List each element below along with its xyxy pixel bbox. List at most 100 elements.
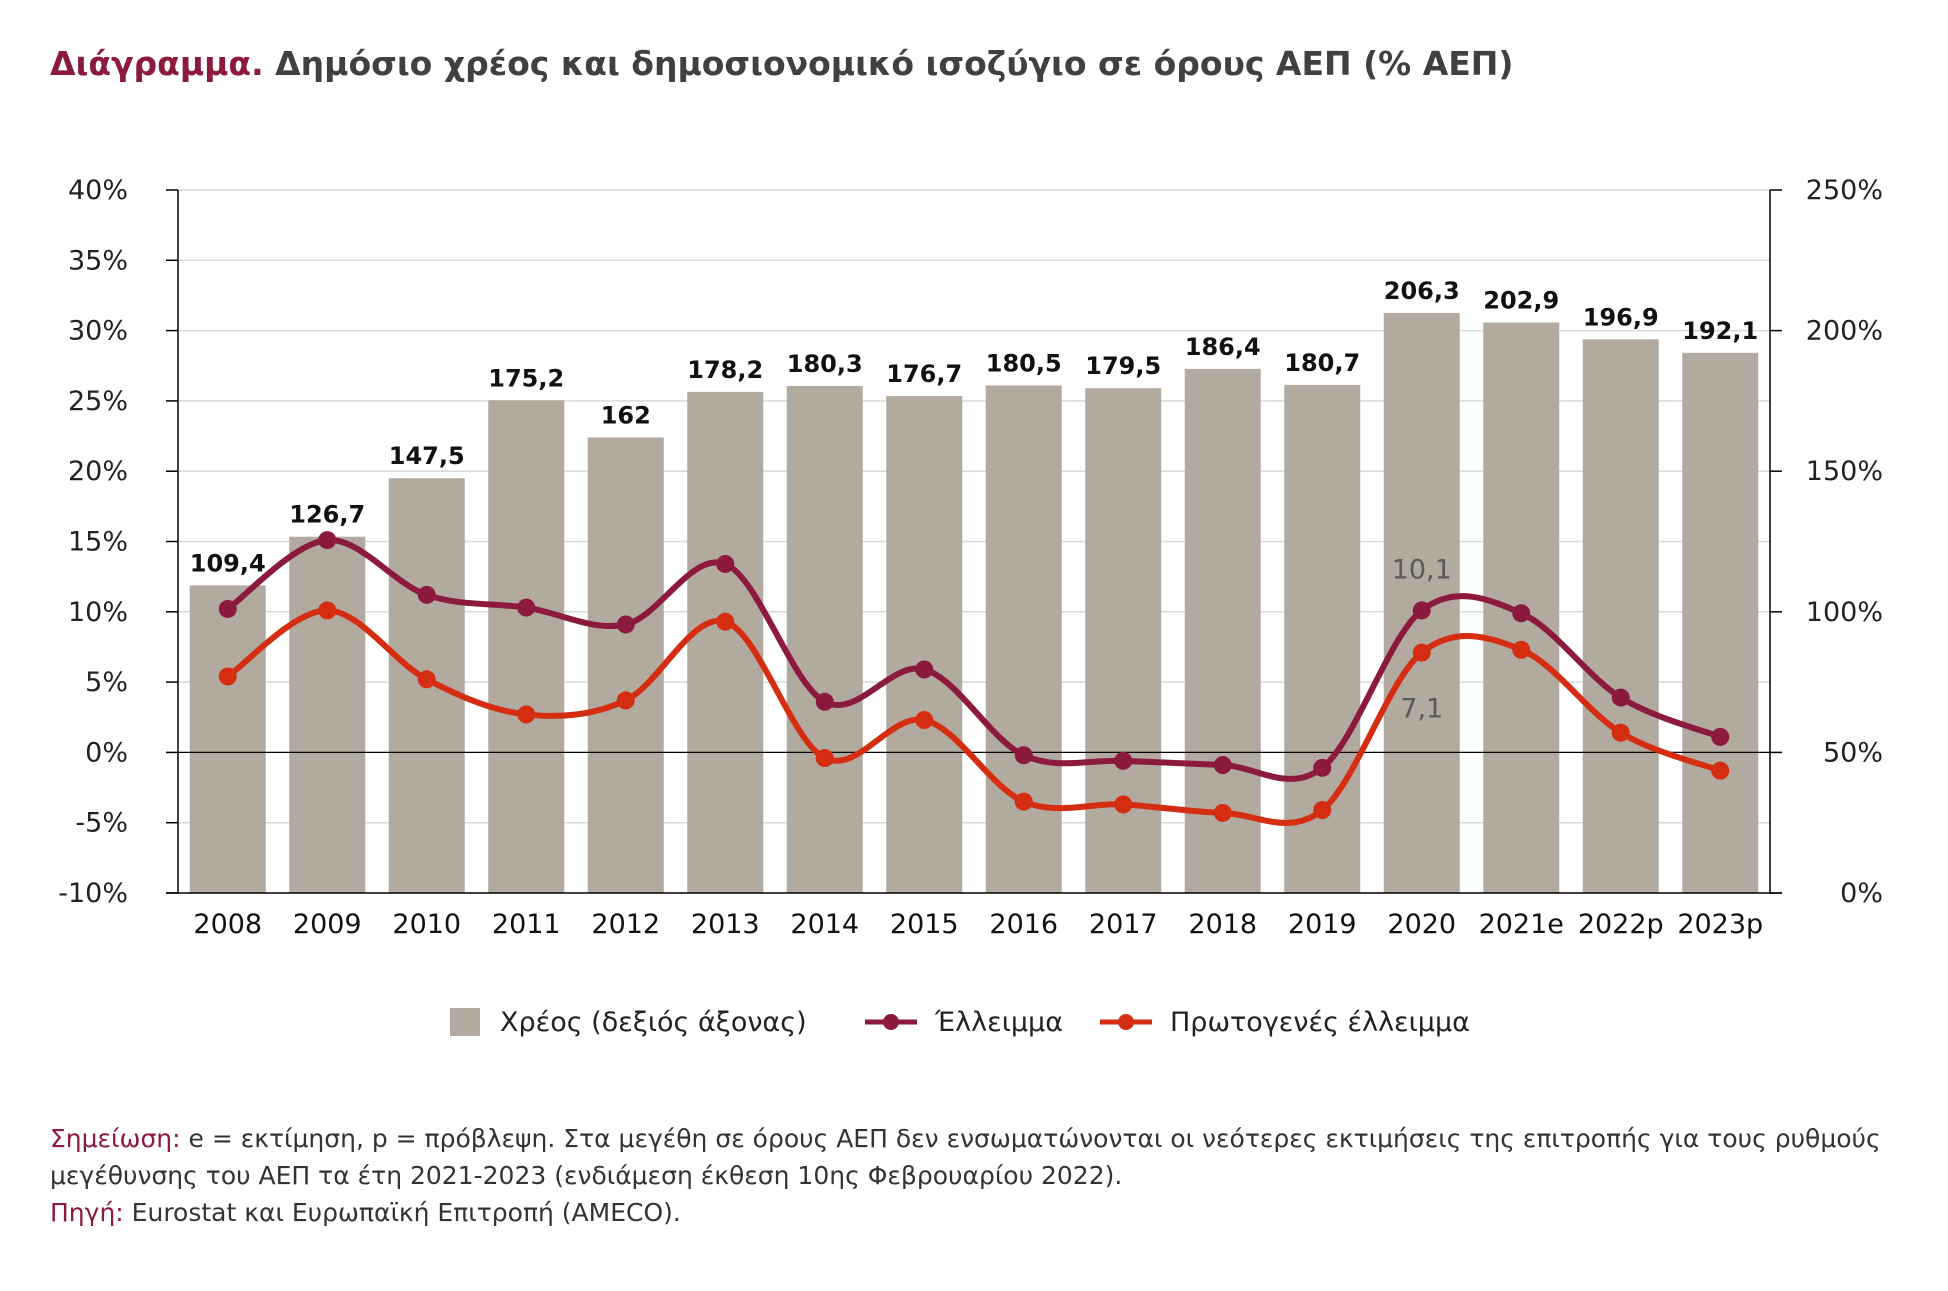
x-axis-tick-label: 2018 [1188,909,1257,940]
bar-data-label: 126,7 [289,501,365,529]
chart-title: Διάγραμμα. Δημόσιο χρέος και δημοσιονομι… [50,44,1514,83]
point-primary-deficit [1611,723,1630,742]
bar-data-label: 186,4 [1185,333,1261,361]
bar-data-label: 179,5 [1085,352,1161,380]
right-axis-tick-label: 250% [1806,175,1883,206]
point-primary-deficit [218,667,237,686]
bar-debt [587,437,664,893]
point-primary-deficit [318,601,337,620]
bar-data-label: 180,3 [787,350,863,378]
point-primary-deficit [1313,801,1332,820]
point-primary-deficit [815,749,834,768]
bar-data-label: 109,4 [190,549,266,577]
bar-debt [886,396,963,893]
point-deficit [1313,758,1332,777]
line-annotation: 7,1 [1400,694,1443,725]
right-axis-tick-label: 100% [1806,597,1883,628]
bar-debt [488,400,565,893]
bar-debt [1582,339,1659,893]
bar-data-label: 147,5 [389,442,465,470]
point-primary-deficit [517,705,536,724]
legend-label-primary-deficit: Πρωτογενές έλλειμμα [1170,1007,1470,1038]
bar-debt [786,385,863,893]
bar-data-label: 196,9 [1583,303,1659,331]
bar-debt [985,385,1062,893]
point-deficit [1213,756,1232,775]
bar-data-label: 206,3 [1384,277,1460,305]
bar-data-label: 180,7 [1284,349,1360,377]
x-axis-tick-label: 2015 [890,909,959,940]
bar-debt [1682,352,1759,893]
left-axis-tick-label: 10% [68,597,128,628]
x-axis-tick-label: 2022p [1578,909,1664,940]
point-deficit [1412,601,1431,620]
left-axis-tick-label: 25% [68,386,128,417]
left-axis-tick-label: 5% [85,667,128,698]
point-primary-deficit [716,612,735,631]
x-axis-tick-label: 2016 [989,909,1058,940]
point-deficit [616,615,635,634]
x-axis-tick-label: 2014 [790,909,859,940]
x-axis-tick-label: 2021e [1479,909,1564,940]
point-primary-deficit [1412,643,1431,662]
bar-debt [189,585,266,893]
point-deficit [716,554,735,573]
point-primary-deficit [1213,803,1232,822]
point-deficit [1114,751,1133,770]
point-primary-deficit [1512,640,1531,659]
bar-data-label: 178,2 [687,356,763,384]
legend-marker-primary-deficit [1118,1014,1134,1030]
line-annotation: 10,1 [1392,554,1452,585]
point-deficit [318,531,337,550]
x-axis-tick-label: 2013 [691,909,760,940]
point-deficit [815,692,834,711]
bar-data-label: 180,5 [986,349,1062,377]
bar-data-label: 176,7 [886,360,962,388]
left-axis-tick-label: -5% [75,808,128,839]
left-axis-tick-label: -10% [58,878,128,909]
point-deficit [915,660,934,679]
legend-label-debt: Χρέος (δεξιός άξονας) [500,1007,807,1038]
x-axis-tick-label: 2011 [492,909,561,940]
bar-debt [289,536,366,893]
right-axis-tick-label: 200% [1806,316,1883,347]
right-axis-tick-label: 50% [1823,737,1883,768]
legend-swatch-debt [450,1008,480,1036]
line-primary-deficit [225,607,1722,826]
point-primary-deficit [1114,795,1133,814]
x-axis-tick-label: 2020 [1387,909,1456,940]
point-deficit [417,585,436,604]
point-primary-deficit [616,691,635,710]
x-axis-tick-label: 2009 [293,909,362,940]
bar-data-label: 175,2 [488,364,564,392]
bar-debt [1085,388,1162,893]
left-axis-tick-label: 15% [68,527,128,558]
left-axis-tick-label: 30% [68,316,128,347]
chart-title-text: Δημόσιο χρέος και δημοσιονομικό ισοζύγιο… [275,44,1514,83]
combo-chart: 40% 35% 30% 25% 20% 15% 10% 5% 0% -5% -10% 250% 200%… [58,175,1883,1038]
point-deficit [1014,746,1033,765]
x-axis-tick-label: 2019 [1288,909,1357,940]
x-axis-tick-label: 2012 [591,909,660,940]
note-label: Σημείωση: [50,1124,181,1153]
line-deficit [225,537,1722,782]
left-axis-tick-label: 20% [68,456,128,487]
chart-title-prefix: Διάγραμμα. [50,44,264,83]
x-axis-tick-label: 2023p [1677,909,1763,940]
source-label: Πηγή: [50,1198,124,1227]
right-axis-tick-label: 0% [1840,878,1883,909]
right-axis-tick-label: 150% [1806,456,1883,487]
point-deficit [1512,604,1531,623]
source-text: Eurostat και Ευρωπαϊκή Επιτροπή (AMECO). [131,1198,681,1227]
point-deficit [218,599,237,618]
x-axis-tick-label: 2017 [1089,909,1158,940]
point-primary-deficit [1711,761,1730,780]
left-axis-tick-label: 35% [68,245,128,276]
legend-label-deficit: Έλλειμμα [934,1007,1063,1038]
left-axis-tick-label: 0% [85,737,128,768]
point-primary-deficit [1014,792,1033,811]
bar-data-label: 202,9 [1483,286,1559,314]
chart-notes: Σημείωση: e = εκτίμηση, p = πρόβλεψη. Στ… [50,1120,1900,1231]
bar-data-label: 162 [601,401,651,429]
x-axis-tick-label: 2010 [392,909,461,940]
